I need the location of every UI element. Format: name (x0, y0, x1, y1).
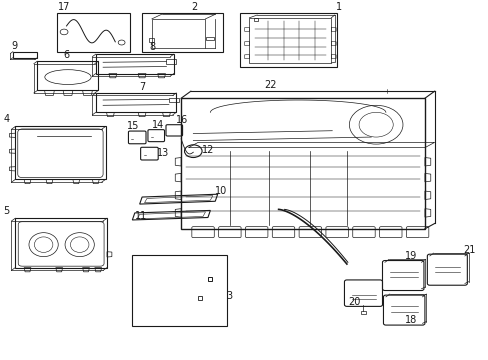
Text: 11: 11 (135, 211, 147, 221)
Text: 13: 13 (157, 148, 169, 158)
Text: 7: 7 (140, 82, 145, 92)
Text: 22: 22 (264, 81, 276, 90)
Text: 16: 16 (176, 115, 188, 125)
Bar (142, 13, 222, 53)
Bar (239, 13, 336, 67)
Text: 18: 18 (405, 315, 417, 325)
Text: 21: 21 (462, 245, 474, 255)
Text: 1: 1 (335, 2, 342, 12)
Text: 8: 8 (149, 42, 155, 53)
Text: 9: 9 (11, 41, 18, 51)
Text: 14: 14 (152, 120, 164, 130)
Text: 15: 15 (126, 121, 139, 131)
Text: 17: 17 (58, 2, 70, 12)
Text: 19: 19 (405, 251, 417, 261)
Text: 2: 2 (190, 2, 197, 12)
Text: 3: 3 (225, 291, 232, 301)
Text: 10: 10 (215, 186, 227, 196)
Bar (132, 255, 227, 326)
Text: 12: 12 (201, 145, 214, 156)
Text: 5: 5 (3, 206, 9, 216)
Text: 20: 20 (347, 297, 360, 307)
Text: 6: 6 (63, 50, 69, 60)
Bar (57, 13, 130, 53)
Text: 4: 4 (3, 114, 9, 123)
